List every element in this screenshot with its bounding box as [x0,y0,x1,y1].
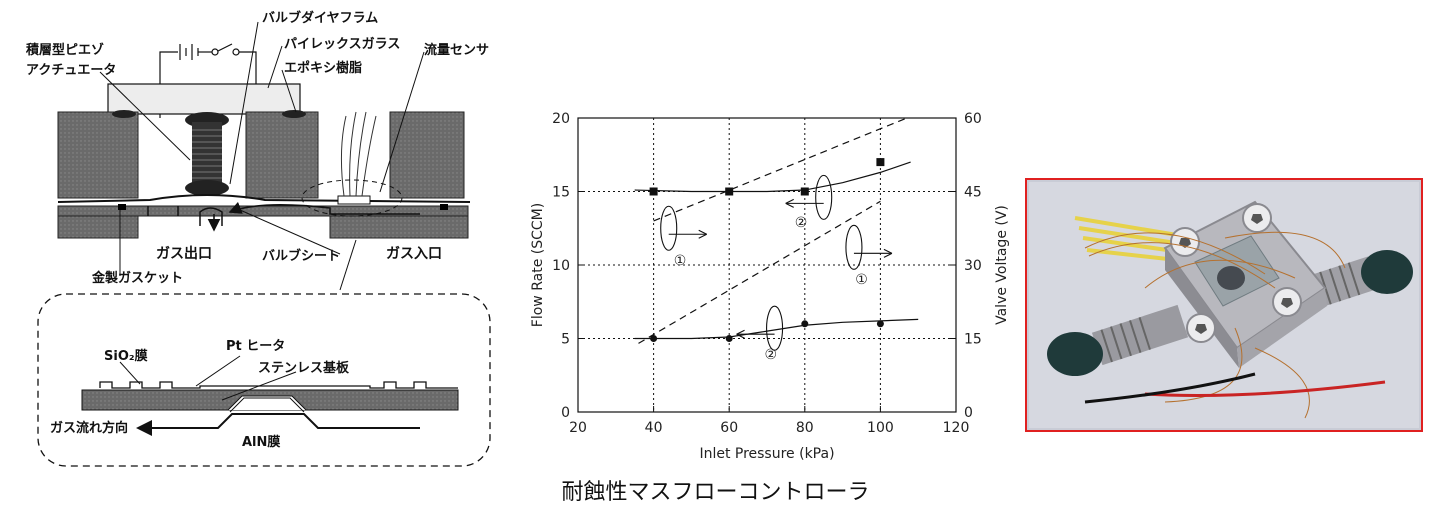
diagram-svg: バルブダイヤフラム パイレックスガラス 積層型ピエゾ アクチュエータ エポキシ樹… [25,10,491,467]
label-stainless-substrate: ステンレス基板 [258,360,350,376]
x-axis-title: Inlet Pressure (kPa) [699,446,834,462]
black-lead [1084,372,1256,404]
callout-label: ① [855,272,868,288]
leader-lines [99,21,425,291]
callout-arrowhead [698,229,707,239]
sensor-highlight-ellipse [301,179,403,217]
y2-tick-label: 0 [964,405,973,421]
callout-arrowhead [883,248,893,258]
gas-channel [147,206,223,226]
inset-frame [37,293,491,467]
square-marker [649,187,658,196]
x-tick-label: 20 [569,420,587,436]
label-sio2-film: SiO₂膜 [104,348,148,364]
y2-tick-label: 30 [964,258,982,274]
y-tick-label: 20 [552,111,570,127]
series-line-3 [634,318,919,340]
valve-diaphragm [57,194,471,203]
series-line-4 [653,117,908,222]
copper-wires [1084,231,1346,419]
housing-body [57,111,469,239]
square-marker [800,187,809,196]
red-lead [1144,380,1386,397]
square-marker [876,158,885,167]
photo-border [1025,178,1423,432]
label-piezo-line1: 積層型ピエゾ [25,42,104,58]
x-tick-label: 60 [720,420,738,436]
callout-label: ① [674,253,687,269]
label-valve-seat: バルブシート [262,248,340,264]
pyrex-glass-plate [107,83,301,115]
y2-tick-label: 60 [964,111,982,127]
flow-sensor-chip [337,195,371,205]
callout-arrowhead [736,329,745,339]
series-line-5 [638,200,881,344]
label-flow-sensor: 流量センサ [424,42,489,58]
label-valve-diaphragm: バルブダイヤフラム [262,10,378,26]
circle-marker [876,320,884,328]
x-tick-label: 80 [796,420,814,436]
piezo-stack [185,112,229,196]
left-fitting [1047,304,1189,376]
callout-ellipse [766,305,784,351]
label-pyrex-glass: パイレックスガラス [284,37,400,52]
y2-tick-label: 15 [964,332,982,348]
callout-ellipse [660,205,678,251]
chart-grid [578,118,956,412]
label-aln-film: AlN膜 [242,434,280,450]
x-tick-label: 40 [645,420,663,436]
label-epoxy: エポキシ樹脂 [284,60,362,76]
label-piezo-line2: アクチュエータ [26,63,116,78]
mfc-cross-section-diagram: バルブダイヤフラム パイレックスガラス 積層型ピエゾ アクチュエータ エポキシ樹… [0,0,520,470]
y-tick-label: 5 [561,332,570,348]
callout-label: ② [764,347,777,363]
epoxy-left [112,110,136,118]
figure-caption: 耐蝕性マスフローコントローラ [561,480,870,505]
y-tick-label: 10 [552,258,570,274]
label-gas-outlet: ガス出口 [156,245,212,262]
epoxy-right [282,110,306,118]
chart-series [634,117,919,344]
callout-ellipse [815,174,833,220]
callout-label: ② [795,215,808,231]
gold-gasket-right [440,204,448,210]
gas-flow-arrow [228,201,420,215]
label-gas-inlet: ガス入口 [386,246,442,262]
y2-axis-title: Valve Voltage (V) [994,205,1010,325]
chart-annotations: ① ② ① ② [660,174,893,363]
label-gas-flow-direction: ガス流れ方向 [50,420,128,436]
label-pt-heater: Pt ヒータ [226,339,285,354]
x-tick-label: 120 [943,420,970,436]
device-photo [1025,178,1423,432]
x-tick-label: 100 [867,420,894,436]
y2-tick-label: 45 [964,185,982,201]
sensor-wires [340,111,377,197]
inset-cross-section [81,355,459,436]
y-tick-label: 15 [552,185,570,201]
series-line-2 [634,161,911,193]
photo-svg [1025,178,1423,432]
label-gold-gasket: 金製ガスケット [91,270,183,286]
callout-ellipse [845,224,863,270]
y-axis-title: Flow Rate (SCCM) [530,203,546,327]
y-tick-label: 0 [561,405,570,421]
gold-gasket-left [118,204,126,210]
callout-arrowhead [785,198,794,208]
